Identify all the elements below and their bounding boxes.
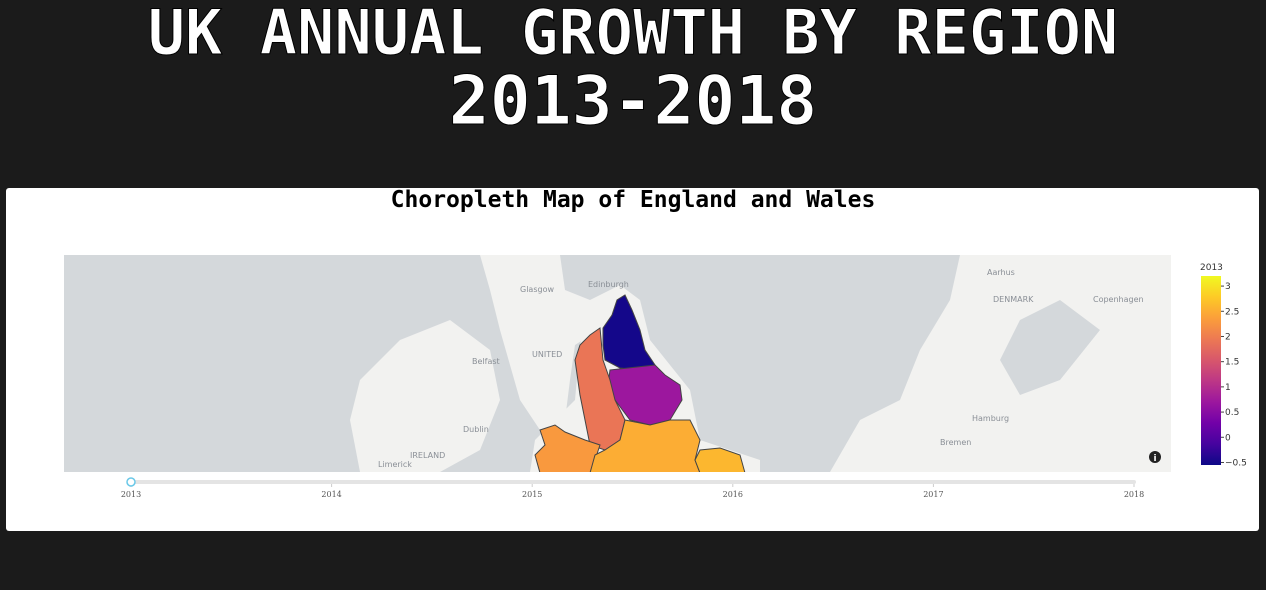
colorbar-tick-label: 0.5 [1225, 408, 1239, 418]
info-button[interactable] [1149, 451, 1161, 463]
region[interactable] [694, 447, 746, 473]
colorbar-tick-label: 1 [1225, 383, 1231, 393]
place-label: Bremen [940, 438, 971, 447]
slider-handle[interactable] [126, 477, 136, 487]
place-label: Copenhagen [1093, 295, 1144, 304]
sea [1000, 300, 1100, 395]
place-label: IRELAND [410, 451, 445, 460]
colorbar-tick-label: −0.5 [1225, 458, 1247, 468]
place-labels: Glasgow Edinburgh Belfast Dublin IRELANDLime… [378, 268, 1144, 469]
colorbar-tick-label: 2 [1225, 332, 1231, 342]
colorbar-tick-label: 1.5 [1225, 358, 1239, 368]
land [830, 255, 1171, 472]
place-label: Limerick [378, 460, 412, 469]
slider-step-label[interactable]: 2015 [522, 490, 542, 499]
page-title: UK ANNUAL GROWTH BY REGION [148, 0, 1119, 69]
land [480, 255, 598, 430]
colorbar-tick-label: 0 [1225, 433, 1231, 443]
info-icon: i [1153, 454, 1156, 464]
place-label: Belfast [472, 357, 500, 366]
slider-step-label[interactable]: 2013 [121, 490, 141, 499]
place-label: Dublin [463, 425, 489, 434]
place-label: Glasgow [520, 285, 554, 294]
slider-step-label[interactable]: 2014 [321, 490, 341, 499]
place-label: UNITED [532, 350, 562, 359]
region[interactable] [589, 419, 701, 473]
slider-step-label[interactable]: 2016 [723, 490, 743, 499]
place-label: Aarhus [987, 268, 1015, 277]
regions [534, 294, 746, 473]
colorbar-title: 2013 [1200, 263, 1223, 273]
land [350, 320, 500, 472]
slider[interactable]: 2013 2014 2015 2016 2017 2018 [121, 477, 1144, 499]
page-subtitle: 2013-2018 [449, 62, 817, 141]
slider-step-label[interactable]: 2017 [923, 490, 943, 499]
map-title: Choropleth Map of England and Wales [391, 187, 876, 213]
region[interactable] [602, 294, 656, 371]
colorbar-ticks: −0.5 0 0.5 1 1.5 2 2.5 3 [1221, 282, 1247, 468]
colorbar [1201, 276, 1221, 465]
slider-step-label[interactable]: 2018 [1124, 490, 1144, 499]
place-label: Hamburg [972, 414, 1009, 423]
place-label: Edinburgh [588, 280, 629, 289]
place-label: DENMARK [993, 295, 1034, 304]
colorbar-tick-label: 2.5 [1225, 307, 1239, 317]
colorbar-tick-label: 3 [1225, 282, 1231, 292]
